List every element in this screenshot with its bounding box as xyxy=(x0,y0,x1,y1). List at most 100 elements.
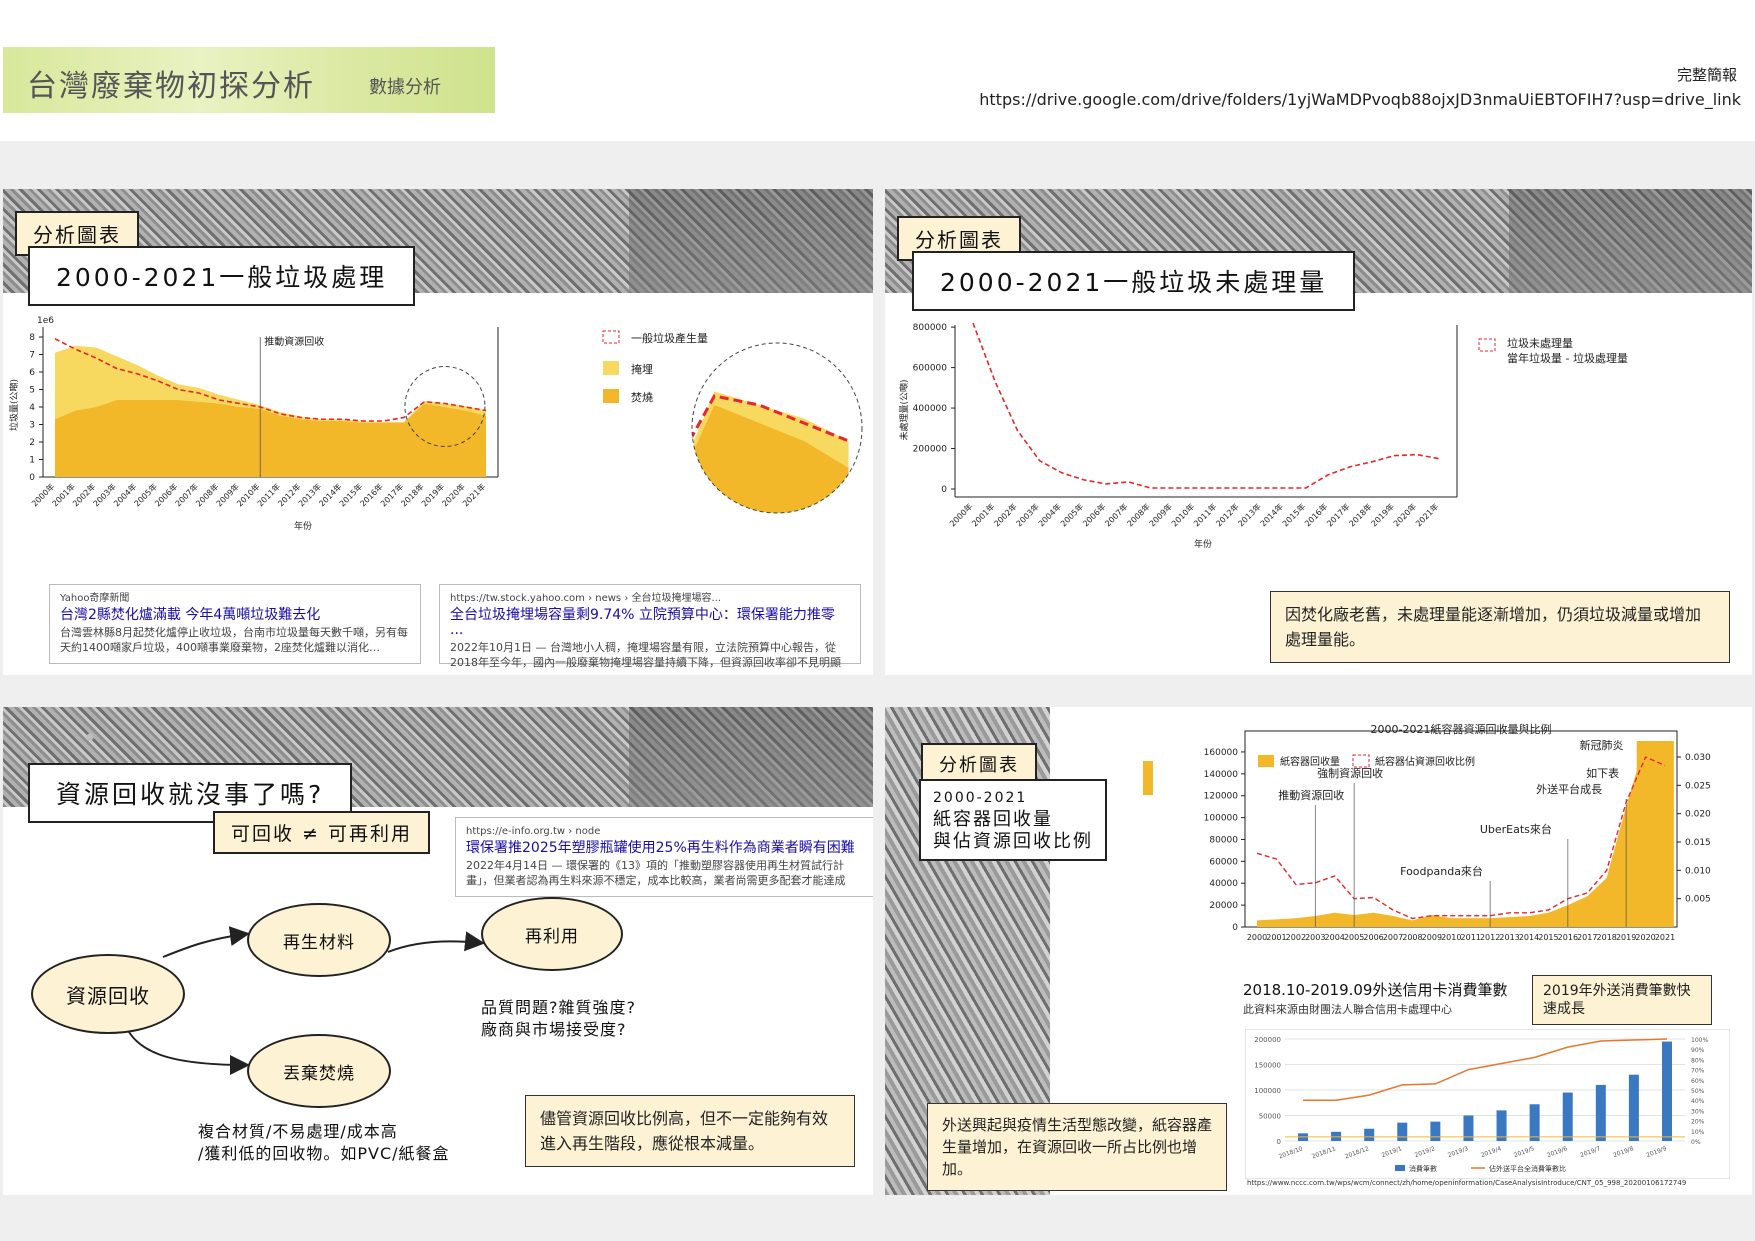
annotation-label: 推動資源回收 xyxy=(1278,788,1344,802)
node-incineration: 丟棄焚燒 xyxy=(247,1034,391,1108)
annotation-label: 強制資源回收 xyxy=(1317,766,1383,780)
x-tick-label: 2016年 xyxy=(1302,501,1329,528)
annotation-label: 新冠肺炎 xyxy=(1580,738,1624,752)
credit-bar xyxy=(1662,1041,1672,1141)
full-brief-link[interactable]: https://drive.google.com/drive/folders/1… xyxy=(979,90,1741,109)
credit-source-url[interactable]: https://www.nccc.com.tw/wps/wcm/connect/… xyxy=(1247,1179,1687,1187)
y-tick-label: 0 xyxy=(941,485,947,495)
credit-bar xyxy=(1463,1115,1474,1141)
y2-tick-label: 0.005 xyxy=(1685,895,1711,905)
panel-title: 資源回收就沒事了嗎? xyxy=(28,763,353,823)
title-line-2: 紙容器回收量 xyxy=(933,809,1053,830)
series-paper-recycled-bar xyxy=(1636,741,1655,927)
y-tick-label: 100000 xyxy=(1254,1087,1281,1095)
x-tick-label: 2010年 xyxy=(1169,501,1196,528)
series-landfill-area xyxy=(55,345,486,423)
y-tick-label: 50000 xyxy=(1259,1113,1281,1121)
analysis-tag: 分析圖表 xyxy=(921,743,1037,785)
legend-swatch xyxy=(1478,338,1496,352)
y-tick-label: 6 xyxy=(29,368,35,378)
x-tick-label: 2001 xyxy=(1266,933,1286,942)
node-recycled-material: 再生材料 xyxy=(247,903,391,977)
y-axis-label: 未處理量(公噸) xyxy=(898,379,910,440)
x-tick-label: 2004 xyxy=(1325,933,1345,942)
credit-bar xyxy=(1331,1131,1342,1141)
untreated-waste-chart: 0 200000 400000 600000 800000 2000年2001年2002年… xyxy=(898,322,1628,550)
x-tick-label: 2005年 xyxy=(1058,501,1085,528)
annotation-label: 如下表 xyxy=(1586,766,1619,780)
y2-tick-label: 0.030 xyxy=(1685,753,1711,763)
snippet-body: 台灣雲林縣8月起焚化爐停止收垃圾，台南市垃圾量每天數千噸，另有每天約1400噸家… xyxy=(60,626,408,654)
panel-title: 2000-2021一般垃圾處理 xyxy=(28,246,416,306)
x-tick-label: 2002年 xyxy=(992,501,1019,528)
y-tick-label: 80000 xyxy=(1209,835,1238,845)
y-tick-label: 20000 xyxy=(1209,901,1238,911)
legend-fragment xyxy=(1143,761,1153,795)
news-snippet-recycling[interactable]: https://e-info.org.tw › node 環保署推2025年塑膠… xyxy=(455,817,873,897)
incineration-reason-2: /獲利低的回收物。如PVC/紙餐盒 xyxy=(198,1144,450,1163)
y-tick-label: 5 xyxy=(29,386,35,396)
y-tick-label: 160000 xyxy=(1204,748,1239,758)
series-paper-recycled-bar xyxy=(1656,741,1674,927)
node-reuse: 再利用 xyxy=(481,897,623,971)
x-tick-label: 2014年 xyxy=(1258,501,1285,528)
y-tick-label: 200000 xyxy=(1254,1036,1281,1044)
credit-bar xyxy=(1364,1128,1375,1141)
legend-label-recycled: 紙容器回收量 xyxy=(1280,755,1340,768)
snippet-headline[interactable]: 全台垃圾掩埋場容量剩9.74% 立院預算中心：環保署能力推零 ... xyxy=(450,607,835,638)
x-tick-label: 2008年 xyxy=(1125,501,1152,528)
credit-bar xyxy=(1397,1122,1408,1141)
chart-title: 2000-2021紙容器資源回收量與比例 xyxy=(1371,722,1552,736)
legend-label-incineration: 焚燒 xyxy=(631,390,653,404)
y2-tick-label: 0.025 xyxy=(1685,781,1711,791)
annotation-label: 外送平台成長 xyxy=(1536,782,1602,796)
zoom-generation-line xyxy=(692,394,850,478)
x-tick-label: 2007 xyxy=(1383,933,1403,942)
y2-tick-label: 0.010 xyxy=(1685,866,1711,876)
y-tick-label: 400000 xyxy=(913,404,948,414)
y2-tick-label: 10% xyxy=(1691,1129,1705,1136)
news-snippet-2[interactable]: https://tw.stock.yahoo.com › news › 全台垃圾… xyxy=(439,584,861,669)
x-axis-label: 年份 xyxy=(294,520,312,532)
credit-bar xyxy=(1496,1110,1507,1141)
title-band: 台灣廢棄物初探分析 數據分析 xyxy=(3,47,495,113)
legend-label-share: 佔外送平台全消費筆數比 xyxy=(1489,1164,1566,1173)
series-untreated-line xyxy=(972,322,1440,489)
panel-paper-container: 分析圖表 2000-2021 紙容器回收量 與佔資源回收比例 2000-2021… xyxy=(885,707,1752,1195)
x-tick-label: 2013 xyxy=(1499,933,1519,942)
snippet-headline[interactable]: 環保署推2025年塑膠瓶罐使用25%再生料作為商業者瞬有困難 xyxy=(466,840,855,856)
y-tick-label: 0 xyxy=(29,473,35,483)
y-tick-label: 200000 xyxy=(913,445,948,455)
legend-swatch-count xyxy=(1395,1165,1405,1171)
arrow-to-recycled xyxy=(162,926,250,958)
legend-swatch-incineration xyxy=(603,389,619,403)
paper-container-chart: 2000-2021紙容器資源回收量與比例 0 20000 40000 60000 8000… xyxy=(1204,722,1711,942)
x-tick-label: 2003年 xyxy=(1014,501,1041,528)
y2-tick-label: 50% xyxy=(1691,1088,1705,1095)
legend-label-2: 當年垃圾量 - 垃圾處理量 xyxy=(1507,351,1628,365)
highlight-circle xyxy=(404,366,486,447)
x-tick-label: 2021 xyxy=(1655,933,1675,942)
y-tick-label: 100000 xyxy=(1204,814,1239,824)
credit-bar xyxy=(1562,1092,1573,1141)
x-tick-label: 2021年 xyxy=(1413,501,1440,528)
news-snippet-1[interactable]: Yahoo奇摩新聞 台灣2縣焚化爐滿載 今年4萬噸垃圾難去化 台灣雲林縣8月起焚… xyxy=(49,584,421,664)
panel-title: 2000-2021 紙容器回收量 與佔資源回收比例 xyxy=(919,779,1107,861)
quality-question-1: 品質問題?雜質強度? xyxy=(481,998,636,1017)
y2-tick-label: 90% xyxy=(1691,1047,1705,1054)
series-incineration-area xyxy=(55,400,486,477)
credit-bar xyxy=(1430,1121,1441,1141)
snippet-headline[interactable]: 台灣2縣焚化爐滿載 今年4萬噸垃圾難去化 xyxy=(60,607,321,623)
x-tick-label: 2013年 xyxy=(1236,501,1263,528)
panel4-note2: 2019年外送消費筆數快速成長 xyxy=(1532,975,1712,1025)
legend-swatch-landfill xyxy=(603,361,619,375)
node-resource-recycling: 資源回收 xyxy=(31,954,185,1034)
credit-chart-title: 2018.10-2019.09外送信用卡消費筆數 xyxy=(1243,981,1508,999)
y2-tick-label: 40% xyxy=(1691,1098,1705,1105)
page-title: 台灣廢棄物初探分析 xyxy=(27,69,315,104)
legend-swatch-generation xyxy=(602,330,620,344)
x-tick-label: 2015年 xyxy=(1280,501,1307,528)
y2-tick-label: 100% xyxy=(1691,1037,1708,1044)
panel4-note: 外送興起與疫情生活型態改變，紙容器產生量增加，在資源回收一所占比例也增加。 xyxy=(927,1103,1227,1191)
